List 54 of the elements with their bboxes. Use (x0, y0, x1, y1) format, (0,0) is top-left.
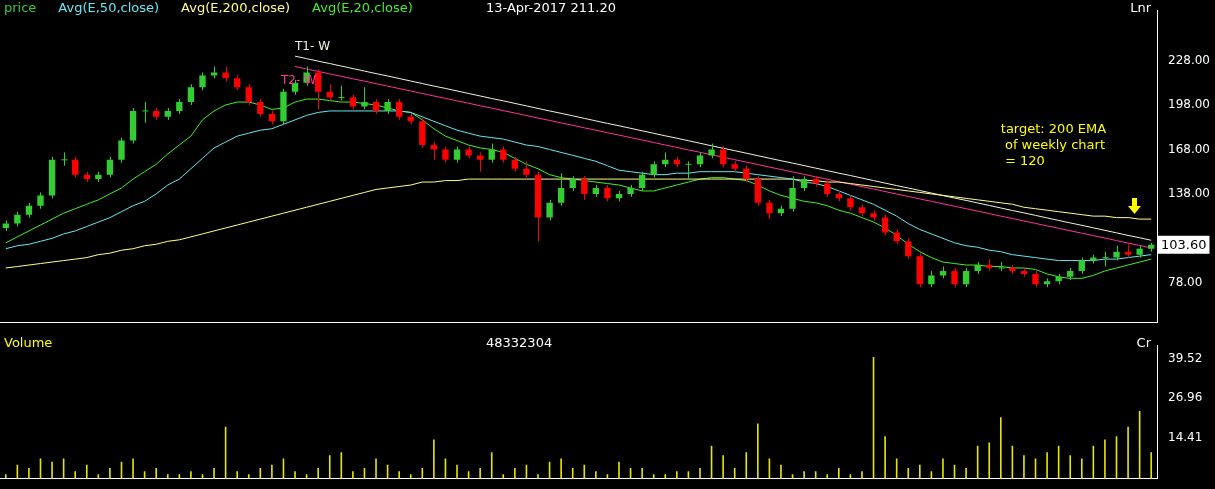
candlestick (14, 211, 21, 227)
annotation: Cr (1136, 334, 1152, 350)
chart-subtitle: 13-Apr-2017 211.20 (486, 0, 616, 15)
candlestick (1090, 254, 1097, 265)
candlestick (1032, 270, 1039, 288)
candlestick (604, 184, 611, 202)
text: Avg(E,200,close) (181, 0, 291, 15)
y-tick-label: 138.00 (1168, 186, 1210, 201)
candlestick (951, 267, 958, 288)
candlestick (257, 98, 264, 118)
y-tick-label: 39.52 (1168, 350, 1203, 365)
candlestick (222, 66, 229, 82)
text: Avg(E,50,close) (58, 0, 160, 15)
candlestick (1113, 245, 1120, 262)
candlestick (142, 101, 149, 124)
candlestick (847, 194, 854, 211)
candlestick (1136, 245, 1143, 259)
annotation: target: 200 EMA of weekly chart = 120 (1000, 120, 1107, 168)
candlestick (384, 98, 391, 115)
candlestick (928, 270, 935, 288)
candlestick (338, 85, 345, 102)
candlestick (442, 146, 449, 164)
candlestick (118, 137, 125, 164)
candlestick (280, 88, 287, 125)
candlestick (176, 98, 183, 115)
candlestick (685, 160, 692, 180)
candlestick (546, 199, 553, 222)
candlestick (61, 151, 68, 167)
candlestick (789, 175, 796, 213)
text: Avg(E,20,close) (312, 0, 413, 15)
annotation: Lnr (1130, 0, 1152, 15)
y-tick-label: 168.00 (1168, 141, 1210, 156)
text: 103.60 (1161, 237, 1207, 253)
chart-title: Volume (4, 335, 53, 350)
text: price (4, 0, 37, 15)
y-tick-label: 78.00 (1168, 274, 1203, 289)
candlestick (37, 191, 44, 210)
candlestick (893, 228, 900, 245)
candlestick (1102, 251, 1109, 267)
candlestick (870, 209, 877, 222)
candlestick (974, 261, 981, 275)
candlestick (199, 71, 206, 91)
candlestick (708, 143, 715, 159)
chart-subtitle: 48332304 (486, 335, 553, 350)
y-tick-label: 14.41 (1168, 430, 1203, 445)
candlestick (627, 184, 634, 198)
candlestick (523, 160, 530, 179)
candlestick (1009, 264, 1016, 275)
y-tick-label: 228.00 (1168, 52, 1210, 67)
y-tick-label: 198.00 (1168, 97, 1210, 112)
candlestick (465, 146, 472, 159)
candlestick (766, 199, 773, 220)
series-label: T1- W (294, 39, 331, 54)
y-tick-label: 26.96 (1168, 390, 1203, 405)
